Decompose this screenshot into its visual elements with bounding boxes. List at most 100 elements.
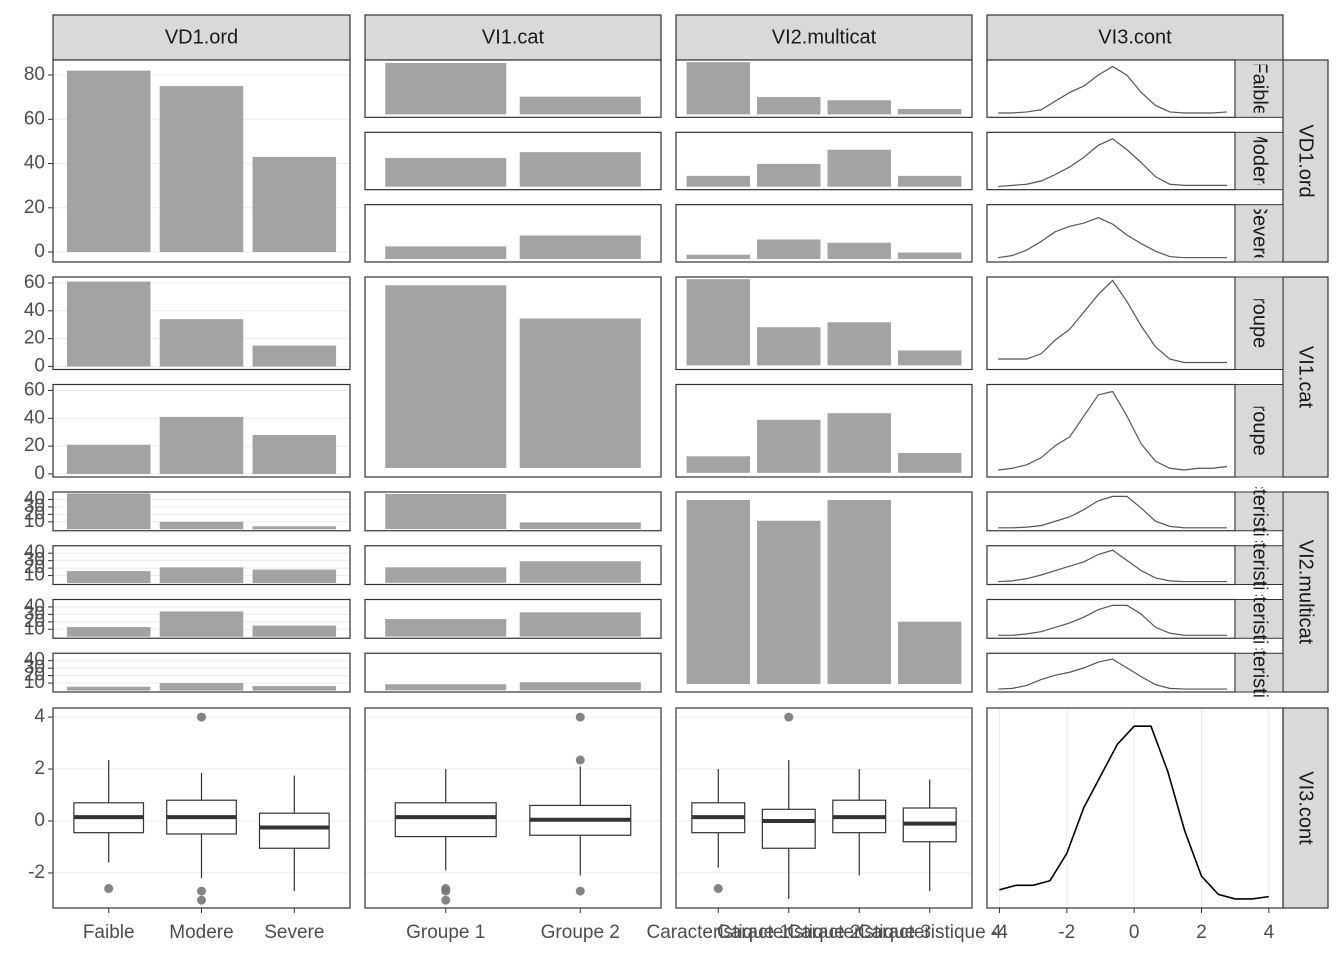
y-tick-label: 20 [24,328,45,349]
facet-strip-label: Faible [1249,61,1271,115]
bar [898,175,962,187]
bar [252,686,337,691]
density-line [998,65,1228,114]
x-tick-label: Caracteristique 2 [717,922,861,943]
bar [66,444,151,474]
panel-background [987,277,1235,370]
outlier [197,712,206,722]
strip-background [52,14,351,61]
row-strip-label: VD1.ord [1295,124,1317,197]
x-tick-label: 0 [1129,922,1140,943]
outlier [104,884,114,894]
facet-strip [1234,652,1284,693]
bar [827,149,891,187]
y-tick-label: 20 [24,665,45,686]
density-line [998,390,1228,471]
bar [827,242,891,260]
bar [686,62,750,115]
facet-strip [1234,276,1284,370]
bar [686,500,750,684]
facet-strip [1234,599,1284,639]
x-tick-label: Caracteristique 4 [858,922,1002,943]
y-tick-label: 10 [24,565,45,586]
box [761,808,816,849]
panel-background [987,60,1235,118]
row-strip-label: VI1.cat [1295,346,1317,409]
bar [686,456,750,473]
panel-border [364,204,662,263]
panel-border [675,204,973,263]
facet-strip-label: Groupe 1 [1249,282,1271,365]
x-tick-label: Groupe 1 [406,922,485,943]
panel-border [52,276,351,371]
bar [757,96,821,115]
bar [385,619,507,637]
y-tick-label: 40 [24,300,45,321]
density-line [998,549,1227,583]
density-line [998,279,1227,364]
panel-border [52,707,351,909]
strip-background [1282,59,1329,263]
bar [519,561,641,583]
panel-border [364,131,662,191]
panel-border [52,59,351,263]
panel-background [987,492,1235,531]
bar [66,686,151,691]
x-tick-label: Modere [169,922,233,943]
facet-strip-label: Caracteristique 1 [1249,436,1271,587]
y-tick-label: 0 [34,463,45,484]
bar [757,327,821,366]
panel-background [987,204,1235,262]
x-tick-label: 4 [1264,922,1275,943]
bar [252,345,337,367]
panel-border [52,598,351,639]
facet-strip-label: Modere [1249,127,1271,195]
y-tick-label: 60 [24,272,45,293]
bar [757,163,821,187]
row-strip-label: VI2.multicat [1295,540,1317,645]
panel-background [676,204,972,262]
facet-strip-label: Severe [1249,202,1271,265]
bar [66,571,151,584]
bar [519,612,641,637]
y-tick-label: 0 [34,355,45,376]
bar [159,521,244,530]
bar [827,500,891,684]
bar [519,682,641,691]
facet-strip [1234,384,1284,478]
x-tick-label: Caracteristique 3 [787,922,931,943]
x-tick-label: Severe [264,922,324,943]
bar [519,318,641,469]
density-line [999,725,1269,900]
box [394,802,497,838]
y-tick-label: 20 [24,197,45,218]
bar [519,235,641,260]
bar [827,322,891,366]
bar [66,493,151,530]
density-line [998,658,1227,690]
x-tick-label: 2 [1196,922,1207,943]
bar [66,281,151,367]
bar [519,522,641,530]
facet-strip-label: Caracteristique 4 [1249,597,1271,748]
x-tick-label: -4 [991,922,1008,943]
facet-strip [1234,204,1284,263]
panel-border [364,276,662,478]
panel-border [675,383,973,478]
column-strip-label: VI1.cat [482,26,545,48]
panel-border [675,491,973,693]
outlier [441,886,451,896]
outlier [441,895,451,905]
x-tick-label: Groupe 2 [541,922,620,943]
bar [827,100,891,115]
bar [898,350,962,366]
y-tick-label: 30 [24,496,45,517]
y-tick-label: 40 [24,650,45,671]
outlier [197,886,206,896]
y-tick-label: 0 [34,810,45,831]
panel-border [364,598,662,639]
x-tick-label: Caracteristique 1 [646,922,790,943]
panel-border [364,491,662,532]
y-tick-label: 80 [24,64,45,85]
